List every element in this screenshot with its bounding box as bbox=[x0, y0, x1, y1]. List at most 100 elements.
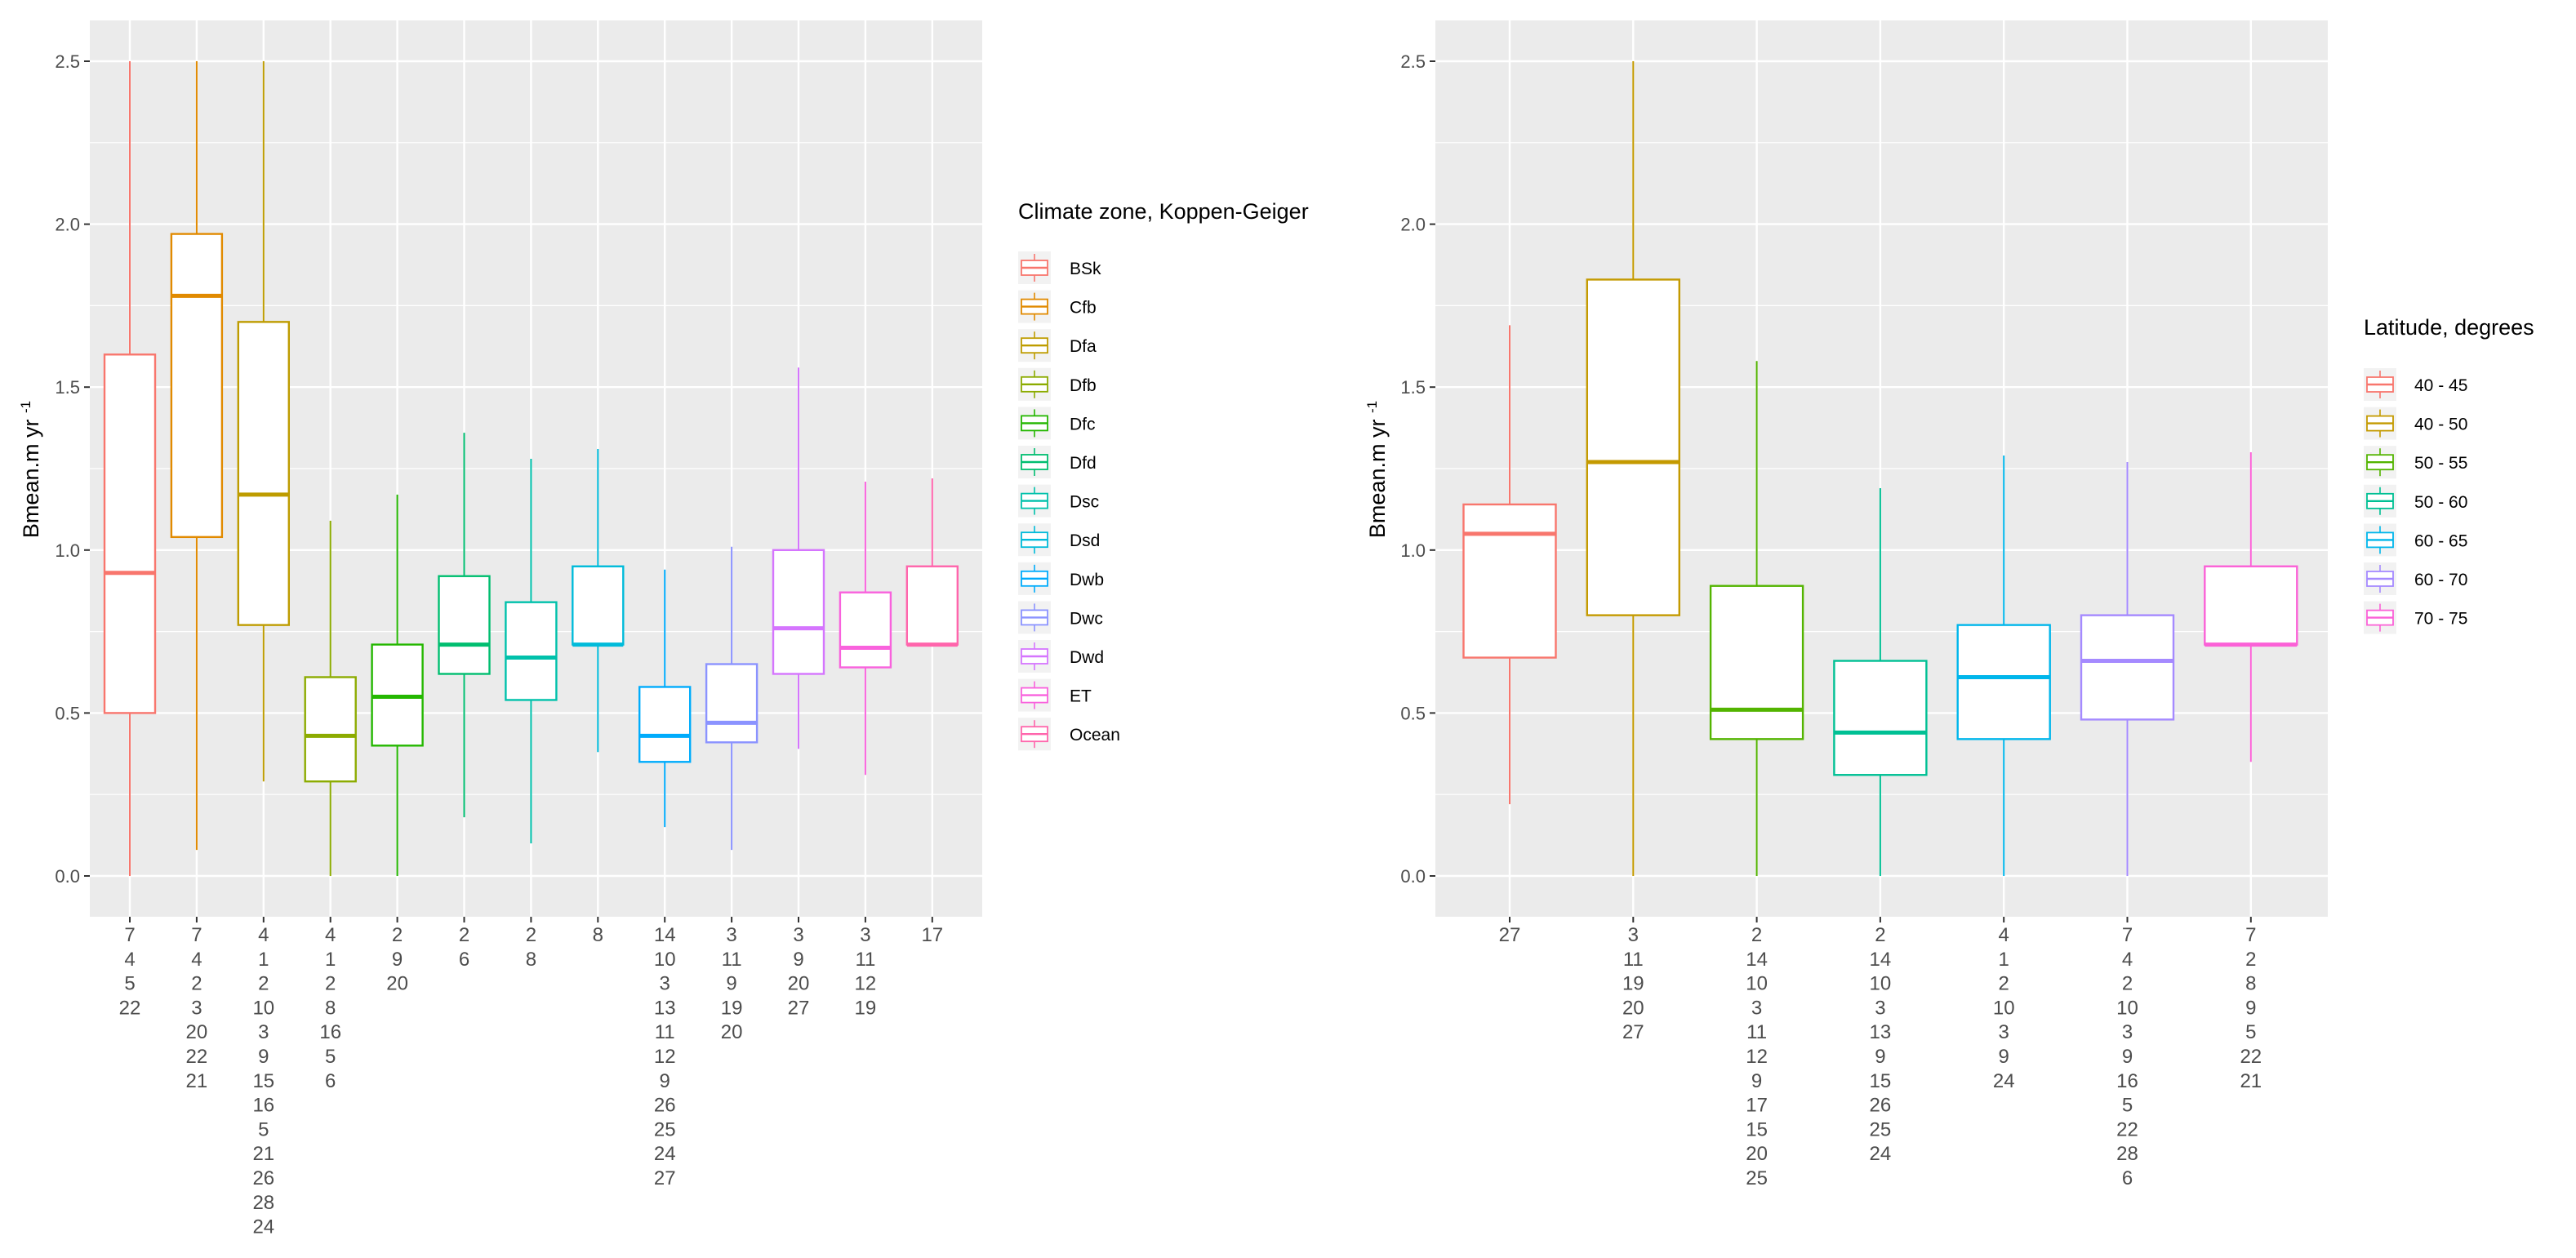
x-tick-label: 2 bbox=[1999, 973, 2009, 995]
legend-item: Dwd bbox=[1018, 640, 1104, 673]
legend-label: Dwc bbox=[1070, 609, 1103, 628]
legend-item: Dwb bbox=[1018, 562, 1104, 595]
x-tick-label: 2 bbox=[526, 924, 536, 946]
x-tick-label: 9 bbox=[392, 949, 403, 971]
x-tick-label: 9 bbox=[1999, 1046, 2009, 1068]
x-tick-label: 19 bbox=[855, 997, 877, 1019]
x-tick-label: 16 bbox=[252, 1095, 274, 1117]
box-Dwd bbox=[772, 367, 825, 749]
box-Dfd bbox=[438, 433, 491, 818]
y-tick-label: 0.0 bbox=[1400, 866, 1426, 887]
x-tick-label: 11 bbox=[1746, 1021, 1767, 1043]
x-tick-label: 9 bbox=[1751, 1070, 1762, 1092]
x-tick-label: 21 bbox=[186, 1070, 208, 1092]
x-tick-label: 3 bbox=[793, 924, 803, 946]
x-tick-label: 4 bbox=[2122, 949, 2133, 971]
x-tick-label: 17 bbox=[1746, 1095, 1768, 1117]
box-rect bbox=[1586, 278, 1681, 616]
x-tick-label: 8 bbox=[593, 924, 603, 946]
legend-label: Dsd bbox=[1070, 531, 1100, 550]
x-tick-label: 10 bbox=[1870, 973, 1892, 995]
x-tick-label: 9 bbox=[2122, 1046, 2133, 1068]
x-tick-label: 11 bbox=[722, 949, 742, 971]
legend-label: 50 - 55 bbox=[2414, 454, 2467, 473]
legend-label: 50 - 60 bbox=[2414, 493, 2467, 512]
legend-label: Cfb bbox=[1070, 299, 1097, 318]
box-Dsd bbox=[572, 449, 625, 753]
x-tick-label: 28 bbox=[252, 1192, 274, 1214]
x-tick-label: 15 bbox=[1746, 1118, 1768, 1140]
x-tick-label: 2 bbox=[1751, 924, 1762, 946]
x-tick-label: 1 bbox=[325, 949, 336, 971]
x-tick-label: 9 bbox=[660, 1070, 670, 1092]
legend-label: 40 - 50 bbox=[2414, 416, 2467, 434]
x-tick-label: 17 bbox=[921, 924, 943, 946]
box-rect bbox=[1462, 503, 1557, 659]
x-tick-label: 1 bbox=[1999, 949, 2009, 971]
box-rect bbox=[2080, 614, 2175, 721]
legend-item: 70 - 75 bbox=[2364, 601, 2467, 634]
x-tick-label: 25 bbox=[1746, 1167, 1768, 1189]
legend-label: Dfa bbox=[1070, 337, 1097, 356]
x-tick-label: 3 bbox=[1875, 997, 1885, 1019]
x-tick-label: 15 bbox=[1870, 1070, 1892, 1092]
box-rect bbox=[905, 565, 959, 646]
x-tick-label: 22 bbox=[2116, 1118, 2138, 1140]
box-40-50 bbox=[1586, 61, 1681, 876]
x-tick-label: 14 bbox=[1870, 949, 1892, 971]
x-tick-label: 4 bbox=[1999, 924, 2009, 946]
legend-item: Dwc bbox=[1018, 601, 1103, 634]
legend-item: Dfb bbox=[1018, 367, 1097, 401]
box-BSk bbox=[103, 61, 157, 876]
x-tick-label: 8 bbox=[526, 949, 536, 971]
x-tick-label: 4 bbox=[191, 949, 202, 971]
x-tick-label: 20 bbox=[186, 1021, 208, 1043]
box-rect bbox=[772, 549, 825, 675]
legend-item: 40 - 45 bbox=[2364, 368, 2467, 401]
x-tick-label: 9 bbox=[1875, 1046, 1885, 1068]
legend-label: Ocean bbox=[1070, 726, 1120, 745]
x-tick-label: 2 bbox=[392, 924, 403, 946]
x-tick-label: 11 bbox=[655, 1021, 675, 1043]
box-Cfb bbox=[170, 61, 224, 851]
y-axis-label-text: Bmean.m yr bbox=[1365, 413, 1390, 538]
legend-label: 70 - 75 bbox=[2414, 610, 2467, 629]
x-tick-label: 10 bbox=[1746, 973, 1768, 995]
legend-item: Dfd bbox=[1018, 446, 1097, 478]
x-tick-label: 2 bbox=[2122, 973, 2133, 995]
y-tick-label: 2.0 bbox=[55, 215, 80, 235]
x-tick-label: 4 bbox=[124, 949, 135, 971]
y-tick-label: 2.5 bbox=[1400, 51, 1426, 72]
x-tick-label: 20 bbox=[788, 973, 810, 995]
box-Dwb bbox=[638, 569, 692, 828]
box-Dfc bbox=[371, 494, 424, 876]
x-tick-label: 9 bbox=[2245, 997, 2256, 1019]
x-tick-label: 16 bbox=[2116, 1070, 2138, 1092]
y-tick-label: 0.0 bbox=[55, 866, 80, 887]
x-tick-label: 27 bbox=[1622, 1021, 1644, 1043]
x-tick-label: 21 bbox=[2240, 1070, 2262, 1092]
x-tick-label: 20 bbox=[1746, 1143, 1768, 1165]
legend-label: ET bbox=[1070, 687, 1092, 706]
x-tick-label: 5 bbox=[2245, 1021, 2256, 1043]
y-axis-label-text: Bmean.m yr bbox=[19, 413, 43, 538]
x-tick-label: 15 bbox=[252, 1070, 274, 1092]
x-tick-label: 21 bbox=[252, 1143, 274, 1165]
legend-title: Latitude, degrees bbox=[2364, 315, 2534, 340]
y-axis-label-superscript: -1 bbox=[1364, 401, 1380, 413]
legend-label: Dsc bbox=[1070, 493, 1099, 512]
x-tick-label: 24 bbox=[1870, 1143, 1892, 1165]
x-tick-label: 19 bbox=[721, 997, 743, 1019]
box-rect bbox=[170, 233, 224, 539]
x-tick-label: 2 bbox=[459, 924, 469, 946]
x-tick-label: 3 bbox=[1751, 997, 1762, 1019]
box-rect bbox=[438, 575, 491, 675]
x-tick-label: 3 bbox=[258, 1021, 269, 1043]
x-tick-label: 22 bbox=[186, 1046, 208, 1068]
y-axis-label: Bmean.m yr -1 bbox=[1364, 401, 1390, 538]
box-rect bbox=[1833, 660, 1928, 776]
legend-label: 40 - 45 bbox=[2414, 376, 2467, 395]
legend-item: 50 - 60 bbox=[2364, 484, 2467, 518]
x-tick-label: 20 bbox=[386, 973, 408, 995]
